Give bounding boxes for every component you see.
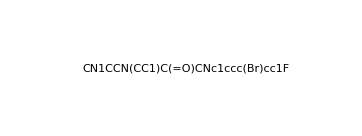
Text: CN1CCN(CC1)C(=O)CNc1ccc(Br)cc1F: CN1CCN(CC1)C(=O)CNc1ccc(Br)cc1F xyxy=(82,64,289,74)
